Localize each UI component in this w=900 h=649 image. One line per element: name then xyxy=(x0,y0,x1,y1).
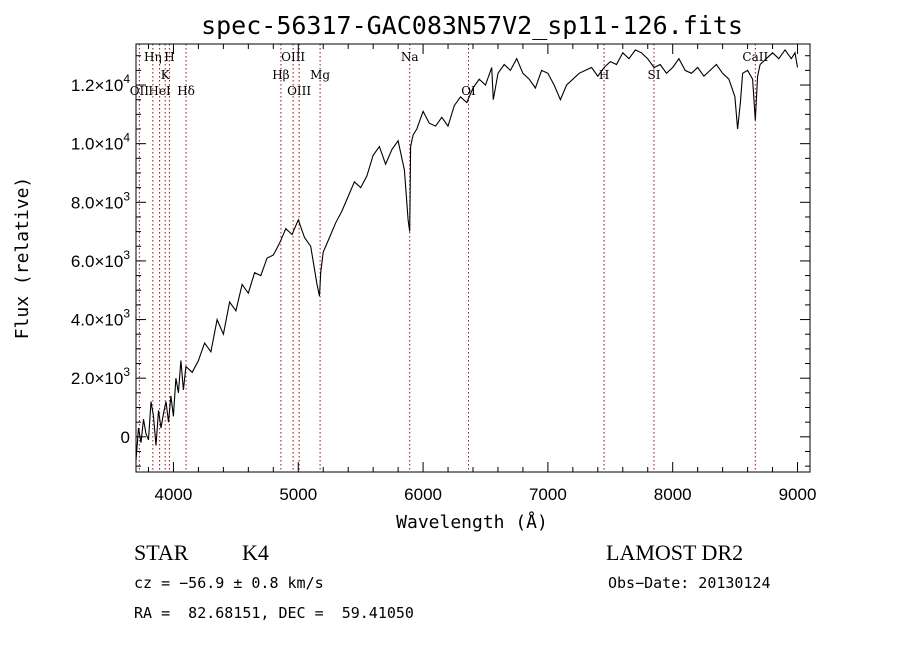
line-marker-label: Mg xyxy=(310,68,330,82)
axis-ticks: 4000 5000 6000 7000 8000 9000 0 2.0×103 4.0×103 6… xyxy=(71,44,817,504)
x-tick-label: 8000 xyxy=(654,485,692,504)
spectrum-line xyxy=(135,48,799,461)
line-marker-label: OIII xyxy=(281,50,305,64)
line-marker-label: CaII xyxy=(742,50,768,64)
object-class: STAR xyxy=(134,540,189,565)
survey-name: LAMOST DR2 xyxy=(606,540,744,565)
object-subclass: K4 xyxy=(242,540,269,565)
line-marker-label: H xyxy=(164,50,174,64)
line-marker-label: SI xyxy=(647,68,660,82)
line-marker-label: OII xyxy=(130,84,150,98)
line-marker-label: Hη xyxy=(144,50,162,64)
line-marker-label: Hδ xyxy=(177,84,195,98)
y-tick-label: 6.0×103 xyxy=(71,248,130,271)
x-tick-label: 6000 xyxy=(404,485,442,504)
line-marker-label: HeI xyxy=(148,84,171,98)
line-marker-label: H xyxy=(599,68,609,82)
line-marker-label: OI xyxy=(461,84,476,98)
observation-date: Obs−Date: 20130124 xyxy=(608,574,771,592)
line-marker-label: Na xyxy=(401,50,419,64)
x-tick-label: 7000 xyxy=(529,485,567,504)
line-marker-label: OIII xyxy=(287,84,311,98)
chart-title: spec-56317-GAC083N57V2_sp11-126.fits xyxy=(201,11,743,40)
y-tick-label: 8.0×103 xyxy=(71,189,130,212)
x-tick-label: 9000 xyxy=(779,485,817,504)
plot-frame xyxy=(135,43,811,473)
y-tick-label: 1.2×104 xyxy=(71,72,130,95)
radial-velocity: cz = −56.9 ± 0.8 km/s xyxy=(134,574,324,592)
x-tick-label: 5000 xyxy=(279,485,317,504)
y-tick-label: 2.0×103 xyxy=(71,365,130,388)
line-marker-label: Hβ xyxy=(272,68,289,82)
line-marker-label: K xyxy=(161,68,171,82)
x-tick-label: 4000 xyxy=(155,485,193,504)
x-axis-label: Wavelength (Å) xyxy=(396,511,548,533)
y-tick-label: 0 xyxy=(121,428,130,447)
y-tick-label: 4.0×103 xyxy=(71,307,130,330)
y-axis-label: Flux (relative) xyxy=(12,177,33,340)
sky-coordinates: RA = 82.68151, DEC = 59.41050 xyxy=(134,604,414,622)
y-tick-label: 1.0×104 xyxy=(71,131,130,154)
